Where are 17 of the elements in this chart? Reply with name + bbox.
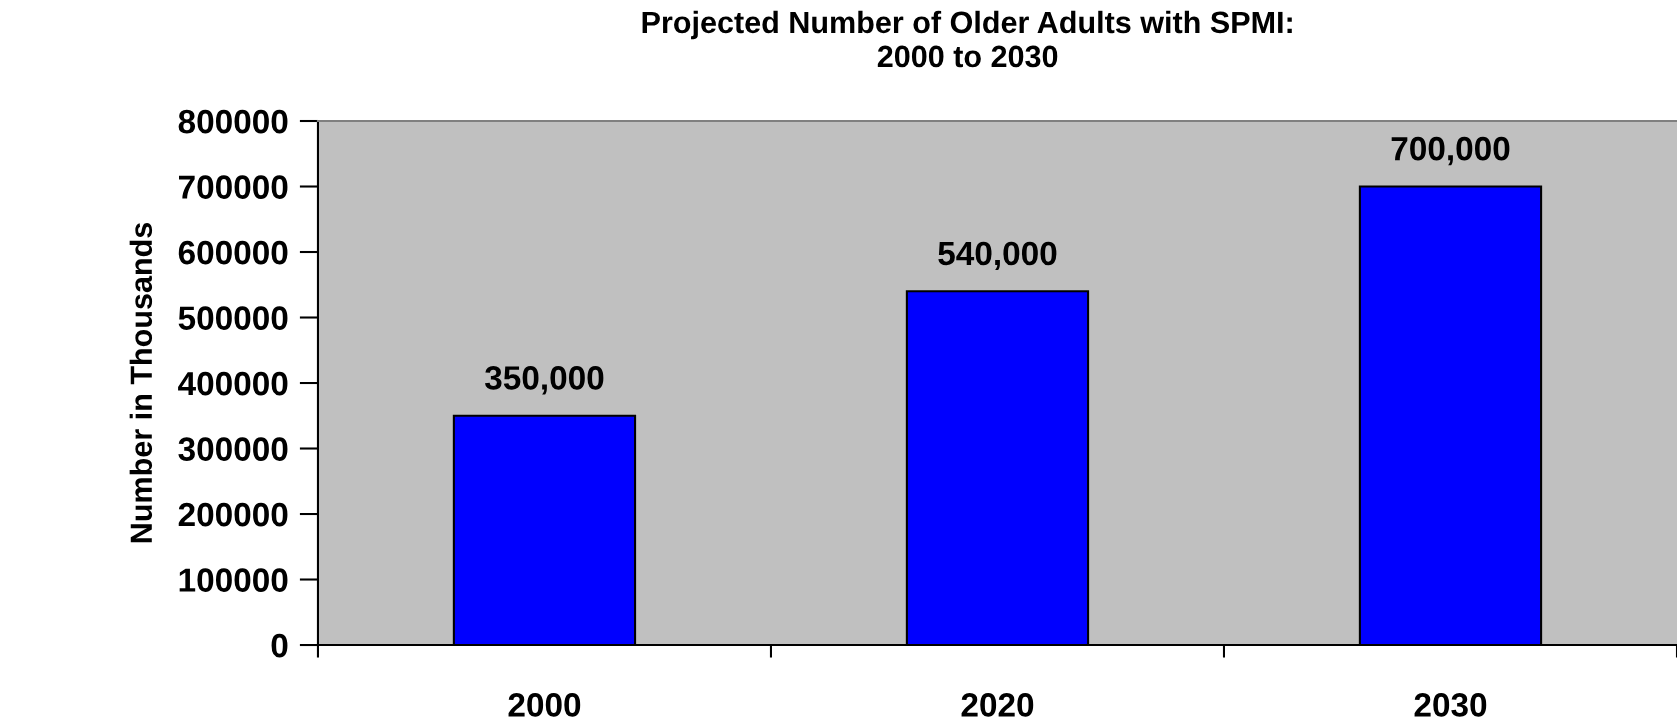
data-label: 350,000 bbox=[484, 366, 604, 395]
x-tick-label: 2000 bbox=[508, 693, 581, 717]
chart-title: Projected Number of Older Adults with SPMI: 2000 to 2030 bbox=[642, 10, 1292, 68]
y-tick-label: 400000 bbox=[178, 371, 288, 396]
data-label: 540,000 bbox=[938, 241, 1057, 271]
y-tick-label: 0 bbox=[271, 633, 288, 658]
y-tick-label: 600000 bbox=[178, 240, 288, 265]
y-tick-label: 200000 bbox=[178, 502, 288, 527]
data-label: 700,000 bbox=[1391, 136, 1510, 166]
y-tick-label: 500000 bbox=[178, 306, 288, 330]
x-tick-label: 2030 bbox=[1414, 693, 1487, 717]
y-tick-label: 700000 bbox=[179, 175, 288, 199]
y-tick-label: 800000 bbox=[178, 109, 288, 134]
y-tick-label: 100000 bbox=[179, 568, 288, 592]
y-tick-label: 300000 bbox=[178, 437, 288, 461]
x-tick-label: 2020 bbox=[961, 693, 1034, 717]
y-axis-title: Number in Thousands bbox=[129, 222, 153, 543]
